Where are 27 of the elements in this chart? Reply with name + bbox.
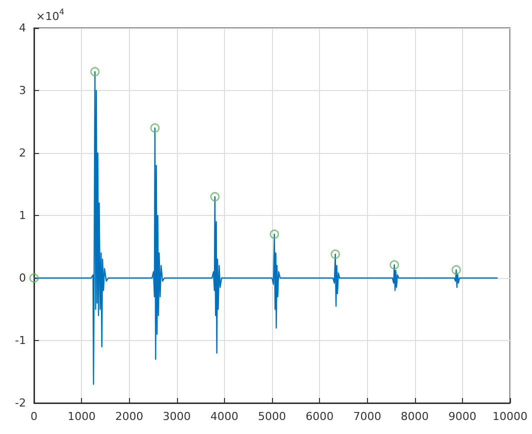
y-tick-label: -1	[15, 334, 26, 347]
y-tick-label: 2	[19, 146, 26, 160]
y-tick-label: 0	[19, 272, 26, 284]
point	[330, 250, 340, 259]
x-tick-label: 3000	[162, 410, 191, 423]
y-tick-label: 4	[19, 22, 26, 34]
x-tick-label: 6000	[306, 410, 334, 423]
point	[90, 67, 100, 76]
point	[390, 260, 399, 270]
x-tick-label: 9000	[448, 410, 476, 423]
point	[29, 273, 39, 283]
line-series	[33, 71, 498, 385]
point	[270, 230, 280, 239]
y-tick-label: 3	[19, 84, 26, 97]
x-tick-label: 1000	[68, 410, 96, 423]
x-tick-label: 0	[30, 410, 38, 423]
point	[452, 265, 461, 275]
x-tick-label: 7000	[353, 410, 382, 423]
y-tick-label: 1	[19, 209, 26, 222]
x-tick-label: 10000	[492, 410, 528, 423]
x-tick-label: 4000	[210, 410, 238, 423]
point	[210, 192, 220, 202]
x-tick-label: 8000	[400, 410, 429, 423]
x-tick-label: 2000	[115, 410, 144, 423]
x-tick-label: 5000	[258, 410, 286, 423]
y-tick-label: -2	[15, 396, 26, 410]
point	[150, 123, 160, 133]
